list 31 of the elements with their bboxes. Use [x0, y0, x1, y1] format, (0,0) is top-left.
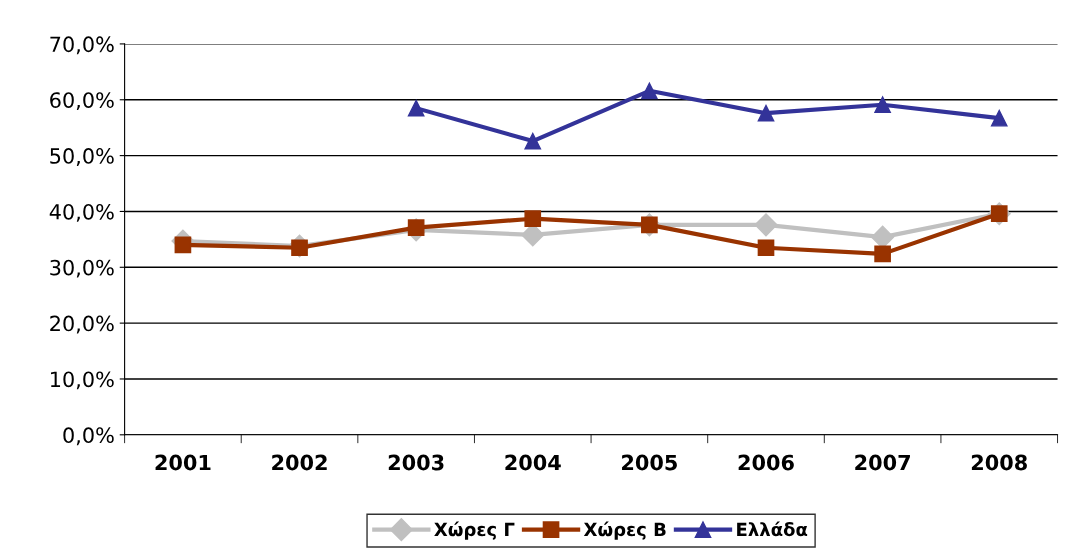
point	[757, 239, 775, 257]
legend-label: Ελλάδα	[737, 521, 808, 537]
y-tick-label: 50,0%	[50, 148, 114, 166]
legend-label: Χώρες Β	[583, 521, 666, 540]
point	[524, 132, 542, 150]
point	[641, 82, 658, 100]
y-tick-label: 0,0%	[63, 427, 114, 446]
x-tick-label: 2005	[622, 454, 677, 471]
x-tick-label: 2004	[505, 454, 561, 471]
y-tick-label: 60,0%	[50, 92, 114, 111]
x-tick-label: 2003	[388, 454, 444, 471]
x-tick-label: 2002	[272, 454, 327, 471]
point	[874, 245, 891, 263]
y-tick-label: 30,0%	[50, 259, 114, 278]
point	[757, 104, 775, 122]
y-tick-label: 20,0%	[50, 315, 114, 334]
point	[871, 225, 895, 249]
point	[874, 96, 891, 114]
y-tick-label: 10,0%	[50, 371, 114, 390]
point	[754, 213, 778, 237]
x-tick-label: 2007	[855, 454, 910, 471]
point	[990, 109, 1008, 127]
y-tick-label: 40,0%	[49, 203, 114, 222]
point	[174, 236, 192, 254]
point	[407, 99, 425, 117]
x-tick-label: 2008	[971, 454, 1027, 471]
x-tick-label: 2001	[155, 454, 211, 471]
legend-label: Χώρες Γ	[434, 521, 515, 540]
y-tick-label: 70,0%	[50, 36, 114, 55]
point	[524, 210, 542, 228]
x-tick-label: 2006	[738, 454, 794, 471]
